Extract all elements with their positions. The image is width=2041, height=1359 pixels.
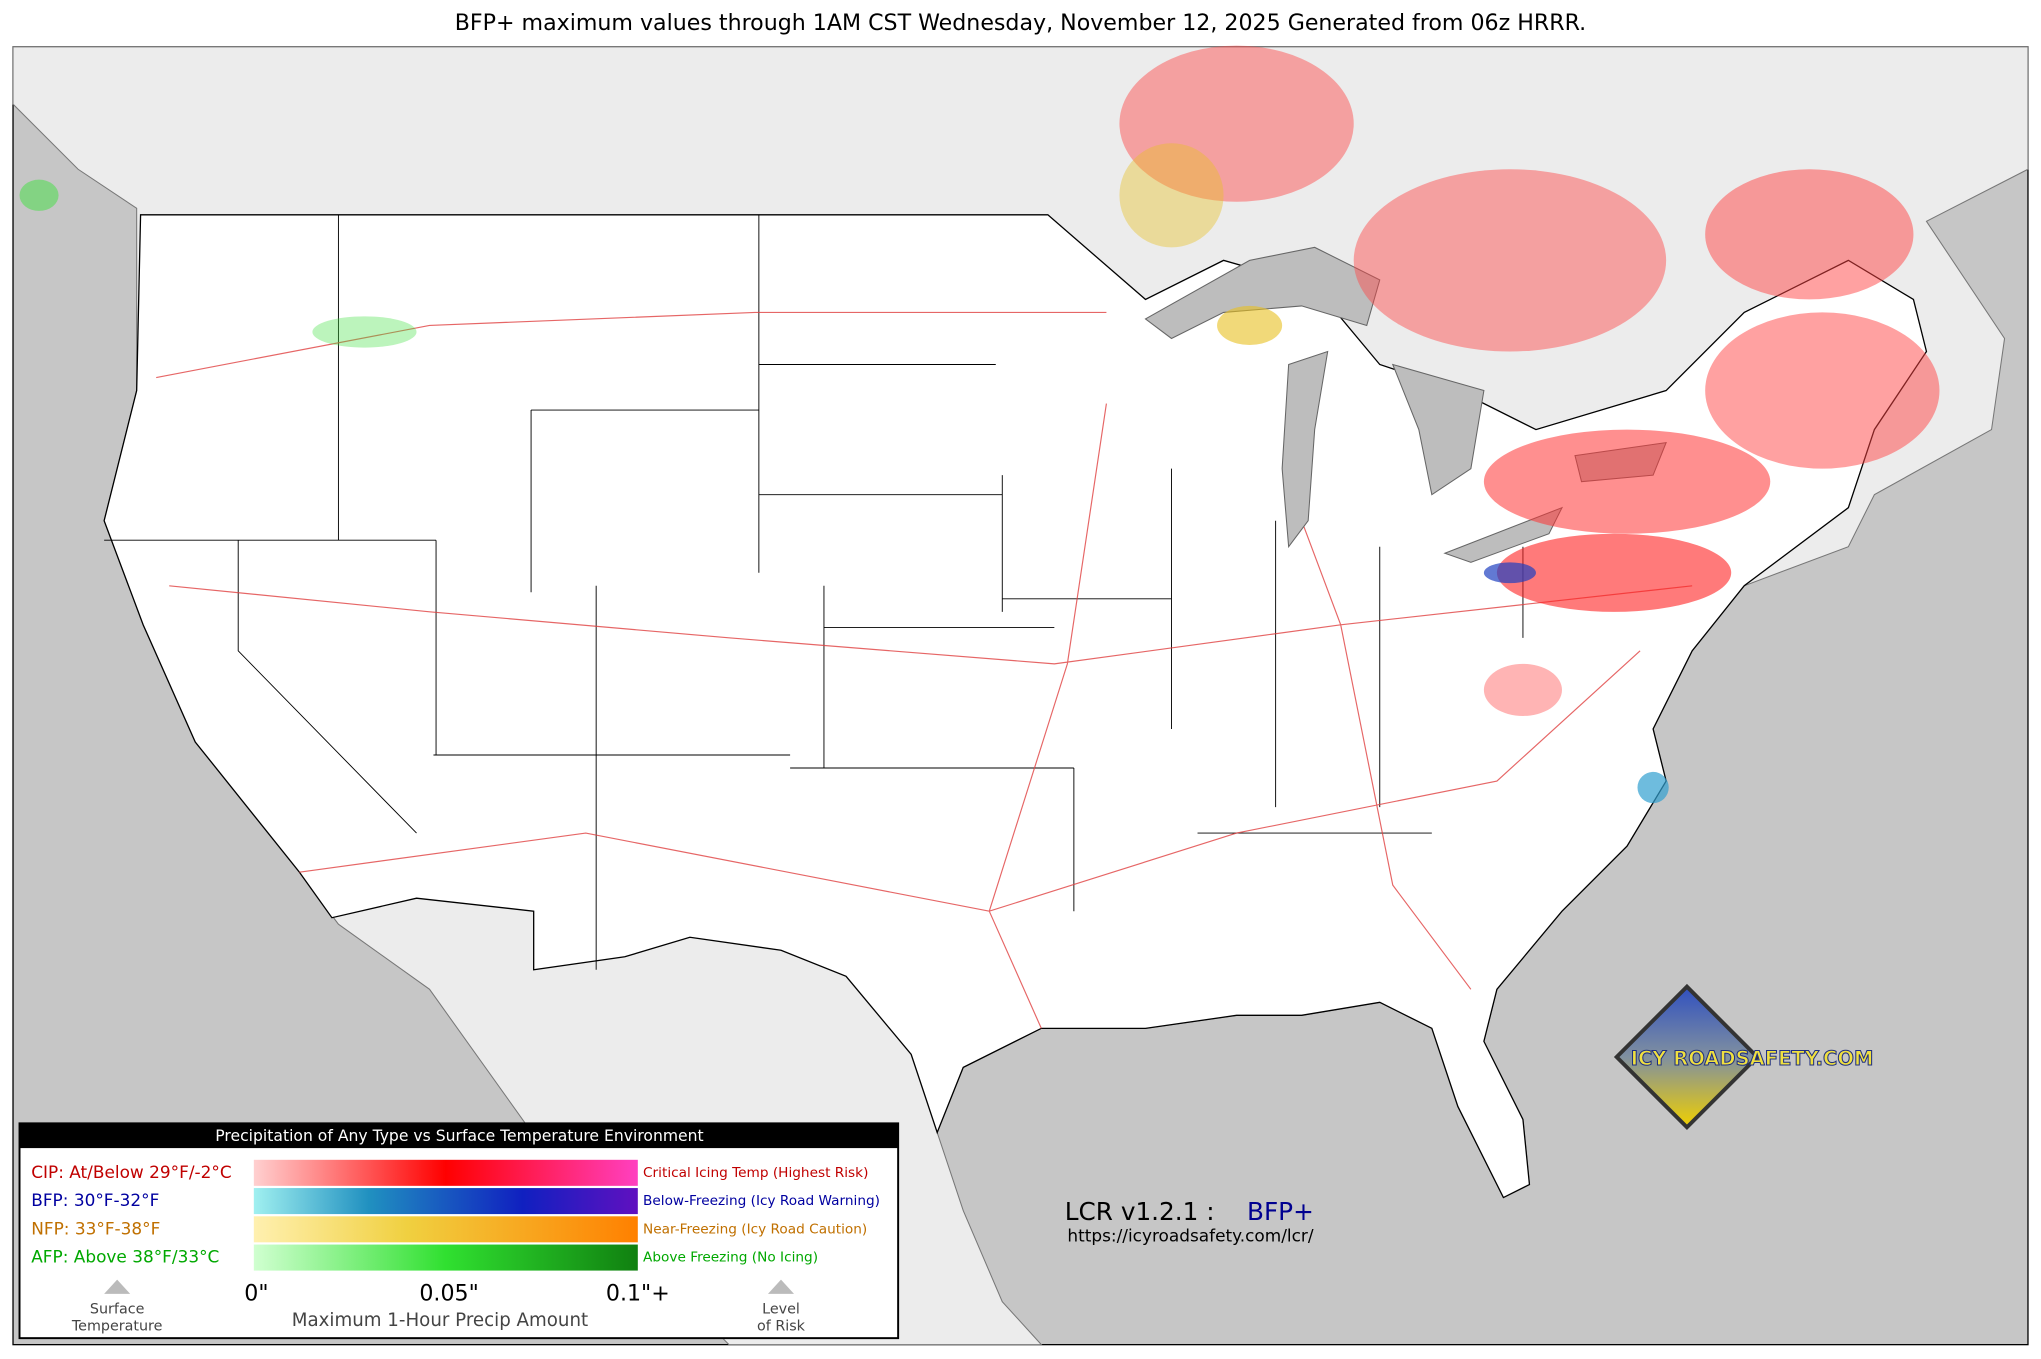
logo-text: ICY ROADSAFETY.COM <box>1631 1047 1874 1070</box>
legend-swatch <box>253 1188 638 1215</box>
scale-label: 0" <box>244 1280 268 1306</box>
legend-label: CIP: At/Below 29°F/-2°C <box>31 1162 231 1182</box>
legend-header-bar <box>19 1123 899 1149</box>
logo-diamond <box>1613 983 1760 1131</box>
left-note: Surface <box>90 1302 145 1318</box>
product: BFP+ <box>1247 1197 1314 1226</box>
state-borders <box>104 214 1524 970</box>
legend-rows: CIP: At/Below 29°F/-2°C Critical Icing Te… <box>31 1159 880 1271</box>
legend-label: AFP: Above 38°F/33°C <box>31 1247 219 1267</box>
url: https://icyroadsafety.com/lcr/ <box>1067 1226 1313 1246</box>
precip-shading <box>19 45 1940 804</box>
scale-label: 0.05" <box>419 1280 478 1306</box>
arrow-icon <box>767 1279 795 1294</box>
legend-label: BFP: 30°F-32°F <box>31 1190 159 1210</box>
arrow-icon <box>104 1279 131 1294</box>
version: LCR v1.2.1 : <box>1065 1197 1215 1226</box>
legend-label: NFP: 33°F-38°F <box>31 1218 160 1238</box>
left-note: Temperature <box>71 1318 163 1334</box>
legend: Precipitation of Any Type vs Surface Tem… <box>18 1122 900 1340</box>
legend-header: Precipitation of Any Type vs Surface Tem… <box>215 1127 703 1145</box>
legend-swatch <box>253 1244 638 1271</box>
legend-swatch <box>253 1159 638 1186</box>
legend-description: Above Freezing (No Icing) <box>643 1250 818 1266</box>
scale-label: 0.1"+ <box>606 1280 670 1306</box>
legend-swatch <box>253 1216 638 1243</box>
legend-description: Near-Freezing (Icy Road Caution) <box>643 1221 867 1237</box>
logo: ICY ROADSAFETY.COM <box>1613 983 1874 1131</box>
right-note: of Risk <box>757 1318 806 1334</box>
highways <box>156 311 1693 1029</box>
legend-box <box>18 1122 900 1340</box>
legend-description: Below-Freezing (Icy Road Warning) <box>643 1193 880 1209</box>
scale-title: Maximum 1-Hour Precip Amount <box>292 1310 588 1331</box>
legend-description: Critical Icing Temp (Highest Risk) <box>643 1165 868 1181</box>
right-note: Level <box>762 1302 800 1318</box>
map-title: BFP+ maximum values through 1AM CST Wedn… <box>455 10 1586 36</box>
